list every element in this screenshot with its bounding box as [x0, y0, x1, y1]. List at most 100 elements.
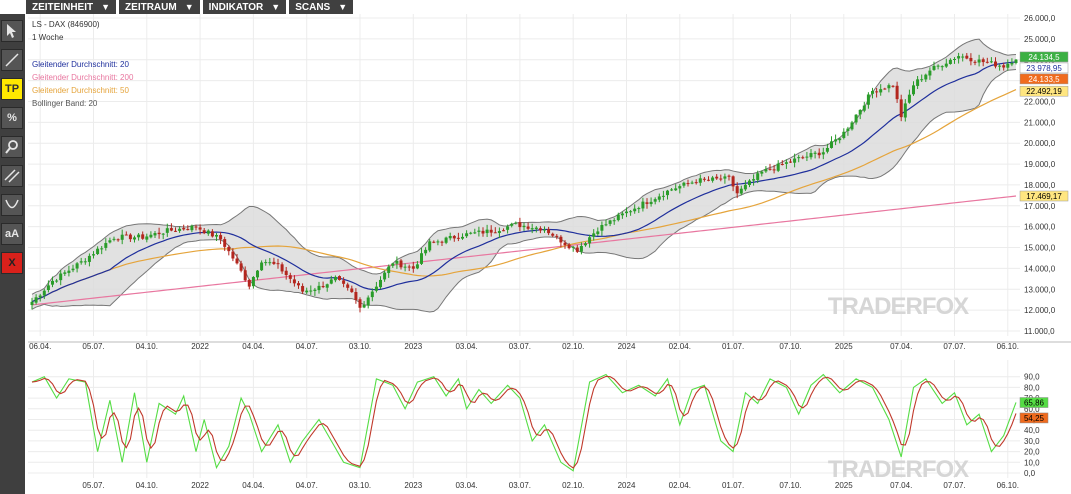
candle [555, 234, 559, 240]
menu-zeiteinheit[interactable]: ZEITEINHEIT ▼ [26, 0, 117, 14]
badge-bg [1019, 51, 1069, 63]
channel-tool[interactable] [1, 165, 23, 187]
candle-body [284, 270, 288, 275]
candle-body [268, 262, 272, 264]
stochastic-axis: 0,010,020,030,040,050,060,070,080,090,0 [1024, 373, 1040, 478]
candle-body [748, 180, 751, 186]
candle-body [977, 59, 981, 63]
candle-body [370, 291, 374, 298]
line-tool[interactable] [1, 49, 23, 71]
candle [985, 57, 989, 64]
time-tick-label: 07.10. [779, 342, 801, 351]
cursor-tool[interactable] [1, 20, 23, 42]
candle [641, 197, 645, 212]
menu-indikator[interactable]: INDIKATOR ▼ [202, 0, 287, 14]
tp-tool[interactable]: TP [1, 78, 23, 100]
candle [145, 233, 149, 243]
time-tick-label: 05.07. [82, 342, 104, 351]
candle [34, 294, 38, 305]
badge-text: 22.492,19 [1026, 87, 1062, 96]
arc-tool[interactable] [1, 194, 23, 216]
time-tick-label: 04.07. [296, 342, 318, 351]
candle [465, 230, 469, 238]
percent-tool[interactable]: % [1, 107, 23, 129]
candle [358, 297, 362, 313]
candle-body [805, 156, 809, 158]
candle [280, 262, 284, 274]
time-tick-label: 05.07. [82, 481, 104, 490]
candle [780, 160, 784, 166]
delete-tool[interactable]: X [1, 252, 23, 274]
candle-body [153, 233, 157, 236]
candle [510, 222, 514, 228]
time-tick-label: 07.10. [779, 481, 801, 490]
price-tick-label: 20.000,0 [1024, 139, 1056, 148]
candle-body [186, 229, 190, 231]
bollinger-band-fill [32, 39, 1016, 313]
candle-body [694, 182, 698, 184]
candle-body [493, 232, 497, 234]
price-tick-label: 18.000,0 [1024, 181, 1056, 190]
candle-body [280, 264, 284, 272]
candle-body [514, 222, 518, 224]
zoom-tool[interactable] [1, 136, 23, 158]
candle [981, 57, 985, 67]
candle [247, 278, 251, 290]
candle-body [120, 234, 124, 240]
time-tick-label: 03.10. [349, 342, 371, 351]
candle-body [834, 139, 838, 142]
candle [723, 173, 727, 184]
price-tick-label: 14.000,0 [1024, 264, 1056, 273]
candle [551, 232, 555, 238]
candle-body [71, 268, 75, 271]
candle-body [817, 152, 821, 156]
candle-body [920, 79, 924, 81]
candle-body [555, 235, 559, 237]
candle [149, 231, 153, 239]
candle [379, 276, 382, 290]
candle [276, 258, 280, 269]
candle [739, 185, 743, 196]
timeframe-label: 1 Woche [32, 33, 64, 42]
candle-body [247, 279, 251, 287]
candle [588, 234, 592, 248]
candle-body [620, 213, 624, 216]
candle-body [297, 283, 300, 286]
candle [346, 282, 350, 291]
candle-body [55, 280, 59, 282]
candle-body [875, 91, 879, 93]
cursor-icon [4, 23, 20, 39]
candle [842, 128, 846, 140]
candle [309, 285, 313, 295]
price-tick-label: 15.000,0 [1024, 244, 1056, 253]
candle-body [137, 234, 141, 238]
candle [116, 238, 120, 242]
candle-body [571, 246, 575, 248]
candle [969, 53, 973, 66]
candle [251, 276, 255, 289]
candle [645, 198, 649, 209]
candle [112, 236, 116, 242]
candle [748, 179, 751, 188]
candle [875, 88, 879, 98]
candle [497, 227, 501, 239]
candle-body [161, 233, 165, 235]
menu-zeitraum[interactable]: ZEITRAUM ▼ [119, 0, 200, 14]
candle-body [674, 188, 678, 191]
text-tool[interactable]: aA [1, 223, 23, 245]
parallel-lines-icon [4, 168, 20, 184]
candle [805, 151, 809, 162]
menu-scans[interactable]: SCANS ▼ [289, 0, 354, 14]
time-tick-label: 06.10. [997, 342, 1019, 351]
candle [1002, 62, 1006, 71]
candle [124, 231, 128, 236]
legend-entry: Gleitender Durchschnitt: 200 [32, 73, 134, 82]
candle [608, 219, 612, 227]
stochastic-k-line [31, 373, 1017, 472]
candle [682, 181, 686, 188]
candle-body [649, 201, 653, 205]
candle-body [231, 251, 235, 259]
candle-body [178, 228, 182, 231]
candle [678, 184, 682, 194]
candle [477, 226, 481, 237]
